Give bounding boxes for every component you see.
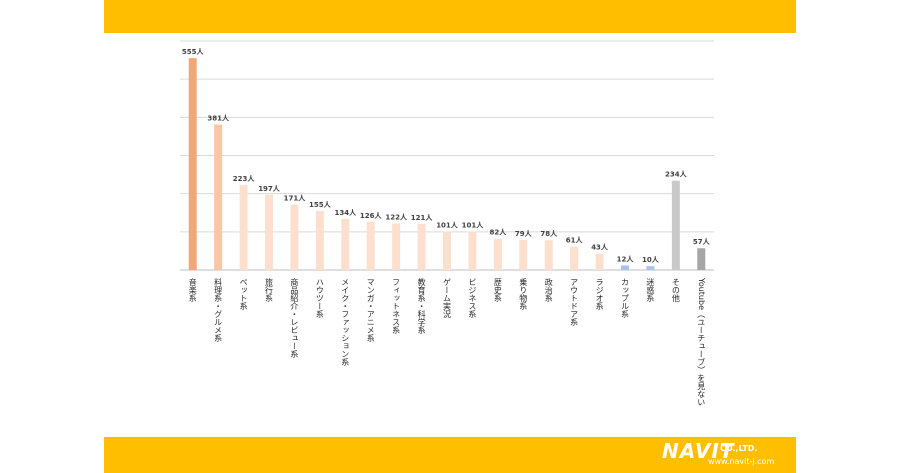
bar	[621, 265, 629, 270]
bar	[443, 231, 451, 270]
category-label: アウトドア系	[570, 278, 579, 326]
logo-url-text: www.navit-j.com	[708, 457, 775, 466]
category-label: 商品紹介・レビュー系	[290, 277, 299, 358]
bar	[493, 238, 502, 270]
bar	[239, 184, 248, 270]
data-label: 234人	[665, 170, 688, 179]
navit-logo: NAVIT CO.,LTD. www.navit-j.com	[660, 439, 784, 470]
category-label: 教育系・科学系	[417, 277, 426, 334]
data-label: 122人	[385, 212, 408, 221]
category-label: ゲーム実況	[443, 278, 452, 319]
category-label: その他	[671, 278, 680, 303]
bar	[265, 194, 273, 270]
bar	[544, 240, 553, 270]
category-label: フィットネス系	[392, 278, 401, 334]
bottom-banner: NAVIT CO.,LTD. www.navit-j.com	[104, 437, 796, 473]
bar	[468, 231, 477, 270]
bar	[188, 58, 197, 270]
category-label: メイク・ファッション系	[341, 278, 350, 366]
data-label: 101人	[436, 220, 459, 229]
category-label: ビジネス系	[468, 278, 477, 318]
data-label: 10人	[642, 255, 660, 264]
bar	[697, 248, 706, 270]
category-label: ハウツー系	[315, 278, 324, 318]
category-label: 迷惑系	[646, 277, 655, 302]
logo-company-text: CO.,LTD.	[720, 444, 758, 453]
bar	[214, 124, 223, 271]
bar	[290, 204, 299, 270]
bar	[595, 253, 604, 270]
bar	[671, 180, 680, 270]
data-label: 126人	[360, 211, 383, 220]
data-label: 61人	[566, 236, 584, 245]
bar	[341, 218, 350, 270]
data-label: 78人	[540, 229, 558, 238]
data-label: 82人	[489, 228, 507, 237]
data-label: 79人	[515, 229, 533, 238]
data-label: 155人	[309, 200, 332, 209]
bar	[519, 239, 528, 270]
data-label: 171人	[284, 194, 307, 203]
category-label: Youtube（ユーチューブ）を見ない	[697, 277, 706, 406]
category-label: 料理系・グルメ系	[214, 277, 223, 342]
category-label: 乗り物系	[519, 277, 528, 310]
data-label: 555人	[182, 47, 205, 56]
category-label: ペット系	[239, 278, 248, 310]
logo-main-text: NAVIT	[662, 439, 735, 463]
category-label: 政治系	[544, 277, 553, 302]
bar	[315, 210, 324, 270]
category-label: 音楽系	[188, 277, 197, 302]
data-label: 197人	[258, 184, 281, 193]
category-label: 歴史系	[493, 278, 502, 302]
bar	[392, 223, 401, 270]
category-label: カップル系	[621, 278, 630, 318]
bar	[366, 221, 375, 270]
bar	[646, 266, 655, 270]
top-banner	[104, 0, 796, 33]
bar	[417, 223, 426, 270]
data-label: 121人	[411, 213, 434, 222]
data-label: 43人	[591, 243, 609, 252]
data-label: 223人	[233, 174, 256, 183]
bar	[570, 246, 579, 270]
data-label: 381人	[207, 114, 230, 123]
category-label: 旅行系	[265, 277, 274, 302]
category-label: マンガ・アニメ系	[366, 278, 375, 342]
data-label: 134人	[334, 208, 357, 217]
data-label: 101人	[462, 220, 485, 229]
data-label: 12人	[617, 254, 635, 263]
data-label: 57人	[693, 237, 711, 246]
category-label: ラジオ系	[595, 278, 604, 310]
